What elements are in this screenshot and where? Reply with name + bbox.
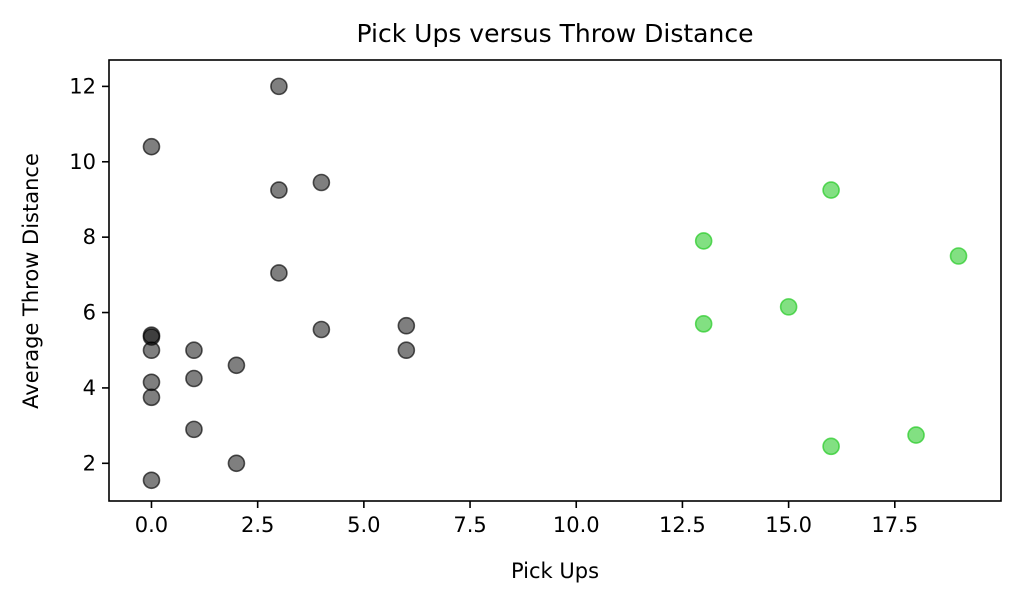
data-point (270, 181, 288, 199)
data-point (397, 316, 416, 335)
data-point (779, 298, 798, 316)
x-axis-label: Pick Ups (511, 559, 599, 583)
data-point (142, 341, 161, 360)
y-tick-label: 12 (69, 74, 96, 98)
data-point (270, 264, 288, 282)
x-tick-label: 17.5 (871, 513, 918, 537)
y-axis: 2 4 6 8 10 12 (69, 74, 109, 475)
y-tick-label: 10 (69, 150, 96, 174)
data-point (949, 247, 968, 265)
x-tick-label: 2.5 (241, 513, 274, 537)
y-tick-label: 4 (83, 376, 96, 400)
x-tick-label: 5.0 (347, 513, 380, 537)
x-tick-label: 10.0 (553, 513, 600, 537)
y-tick-label: 2 (83, 451, 96, 475)
x-tick-label: 15.0 (765, 513, 812, 537)
data-point (142, 388, 161, 407)
y-tick-label: 8 (83, 225, 96, 249)
y-axis-label: Average Throw Distance (19, 153, 43, 409)
data-point (227, 356, 246, 375)
x-tick-label: 0.0 (135, 513, 168, 537)
plot-frame (108, 59, 1002, 502)
data-point (397, 341, 416, 360)
chart-title: Pick Ups versus Throw Distance (357, 19, 754, 48)
data-point (822, 181, 840, 199)
data-point (142, 373, 161, 392)
data-point (185, 420, 203, 439)
data-point (227, 454, 246, 473)
x-tick-label: 7.5 (453, 513, 486, 537)
data-point (907, 426, 925, 444)
x-axis: 0.0 2.5 5.0 7.5 10.0 12.5 15.0 17.5 (135, 501, 918, 537)
data-point (822, 437, 840, 456)
data-point (185, 341, 203, 360)
data-point (142, 137, 161, 156)
y-tick-label: 6 (83, 301, 96, 325)
data-point (142, 471, 161, 490)
data-point (694, 315, 713, 333)
data-point (185, 369, 203, 388)
data-point (694, 232, 713, 250)
x-tick-label: 12.5 (659, 513, 706, 537)
plot-area (108, 59, 1002, 502)
data-point (270, 77, 288, 96)
data-point (312, 173, 331, 192)
data-point (312, 320, 331, 339)
